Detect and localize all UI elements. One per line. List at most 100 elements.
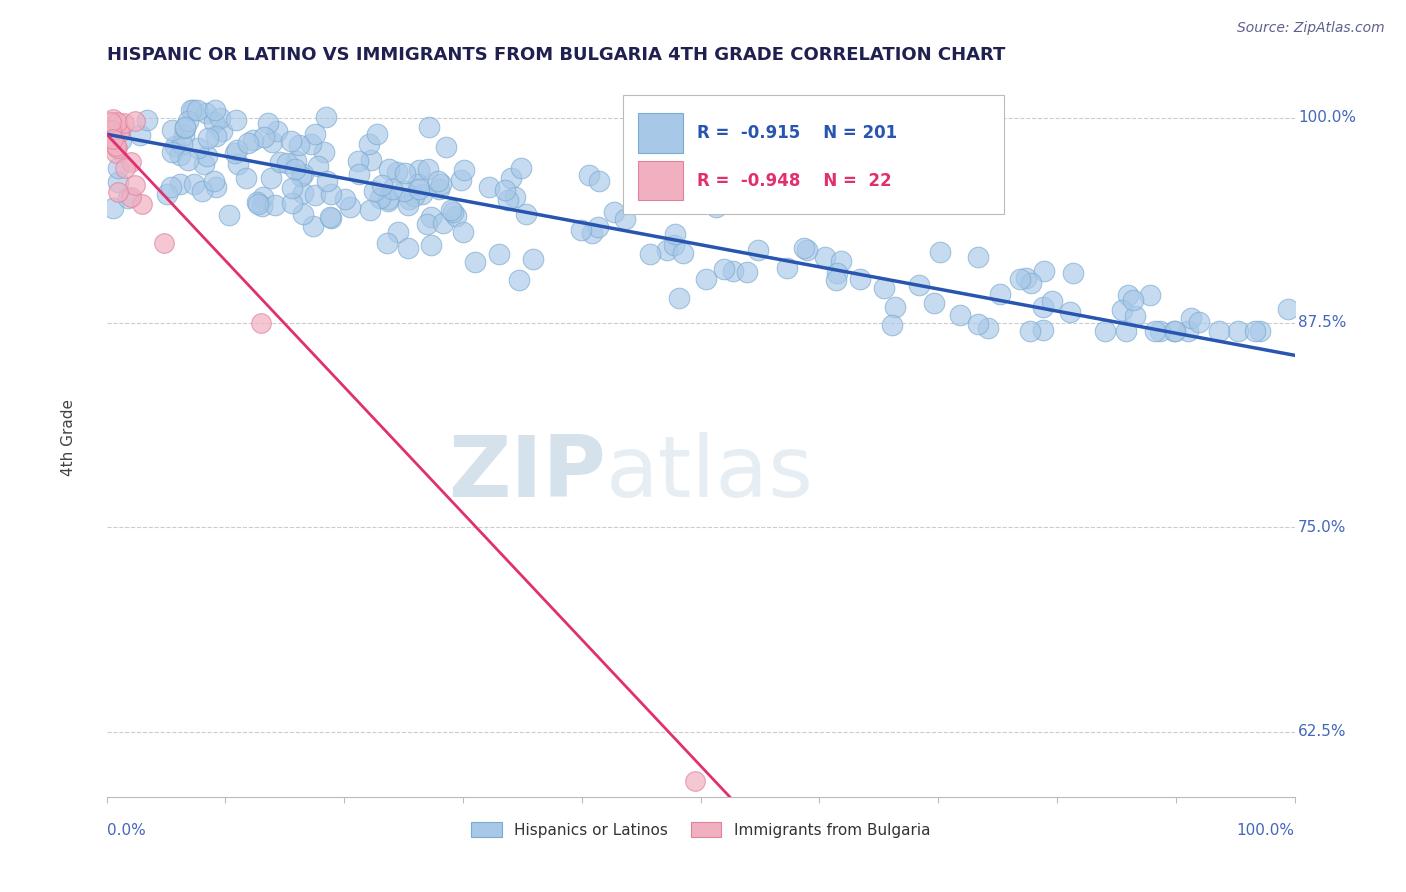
Point: [108, 126, 131, 140]
Point: [581, 226, 603, 240]
Point: [1177, 324, 1199, 338]
Point: [613, 211, 636, 226]
Point: [375, 236, 398, 251]
Point: [204, 129, 226, 144]
Point: [478, 180, 501, 194]
Text: 62.5%: 62.5%: [1298, 724, 1347, 739]
Point: [1277, 301, 1299, 316]
Point: [315, 174, 337, 188]
Point: [252, 199, 274, 213]
Point: [721, 264, 744, 278]
Point: [105, 140, 128, 154]
Point: [381, 182, 404, 196]
Point: [796, 244, 818, 258]
Point: [218, 208, 240, 222]
Point: [1115, 324, 1137, 338]
Point: [977, 321, 1000, 335]
Point: [193, 157, 215, 171]
Point: [246, 195, 269, 210]
Point: [204, 114, 226, 128]
Point: [683, 774, 706, 789]
Point: [307, 159, 329, 173]
Point: [949, 308, 972, 322]
Point: [280, 134, 302, 148]
Point: [242, 133, 264, 147]
Point: [253, 130, 276, 145]
Point: [1031, 300, 1053, 314]
Point: [339, 200, 361, 214]
Point: [420, 237, 443, 252]
Point: [451, 225, 474, 239]
Point: [257, 116, 280, 130]
Point: [280, 196, 302, 211]
Point: [186, 103, 208, 117]
Point: [301, 219, 323, 233]
Point: [411, 187, 433, 202]
Point: [276, 156, 298, 170]
Point: [377, 192, 399, 206]
Point: [228, 157, 250, 171]
Point: [153, 235, 176, 250]
Point: [378, 161, 401, 176]
Point: [226, 143, 249, 157]
Point: [235, 171, 257, 186]
Point: [406, 177, 429, 191]
Text: 4th Grade: 4th Grade: [60, 399, 76, 475]
Point: [224, 146, 246, 161]
Point: [657, 243, 679, 257]
Point: [420, 211, 443, 225]
Text: 75.0%: 75.0%: [1298, 520, 1347, 534]
Point: [1164, 324, 1187, 338]
Point: [1143, 324, 1166, 338]
Point: [290, 169, 312, 183]
Point: [928, 244, 950, 259]
Point: [1032, 323, 1054, 337]
Point: [1062, 267, 1084, 281]
Point: [162, 145, 184, 160]
Bar: [637, 113, 683, 153]
Point: [396, 241, 419, 255]
Point: [359, 136, 381, 151]
Point: [211, 124, 233, 138]
Point: [180, 103, 202, 117]
Point: [1094, 324, 1116, 338]
Point: [515, 207, 537, 221]
Point: [588, 174, 610, 188]
Point: [366, 128, 388, 142]
Point: [312, 145, 335, 160]
Point: [672, 245, 695, 260]
Point: [101, 132, 124, 146]
Point: [830, 254, 852, 268]
Point: [394, 166, 416, 180]
Point: [112, 116, 135, 130]
Point: [695, 271, 717, 285]
Point: [368, 190, 391, 204]
Point: [1149, 324, 1171, 338]
Point: [387, 164, 409, 178]
Text: 0.0%: 0.0%: [107, 822, 145, 838]
Point: [416, 161, 439, 176]
Point: [100, 114, 122, 128]
Point: [967, 251, 990, 265]
Point: [434, 140, 457, 154]
Point: [160, 123, 183, 137]
Point: [177, 114, 200, 128]
Point: [124, 178, 146, 192]
Point: [363, 184, 385, 198]
Point: [110, 133, 132, 147]
Text: 87.5%: 87.5%: [1298, 315, 1347, 330]
Point: [284, 162, 307, 177]
Point: [793, 241, 815, 255]
Point: [107, 175, 129, 189]
Point: [269, 155, 291, 169]
Point: [396, 198, 419, 212]
Point: [664, 227, 686, 241]
Point: [638, 247, 661, 261]
Point: [1118, 288, 1140, 302]
Point: [508, 272, 530, 286]
Point: [183, 103, 205, 117]
Point: [197, 131, 219, 145]
Point: [107, 186, 129, 200]
Point: [101, 201, 124, 215]
Point: [120, 190, 142, 204]
